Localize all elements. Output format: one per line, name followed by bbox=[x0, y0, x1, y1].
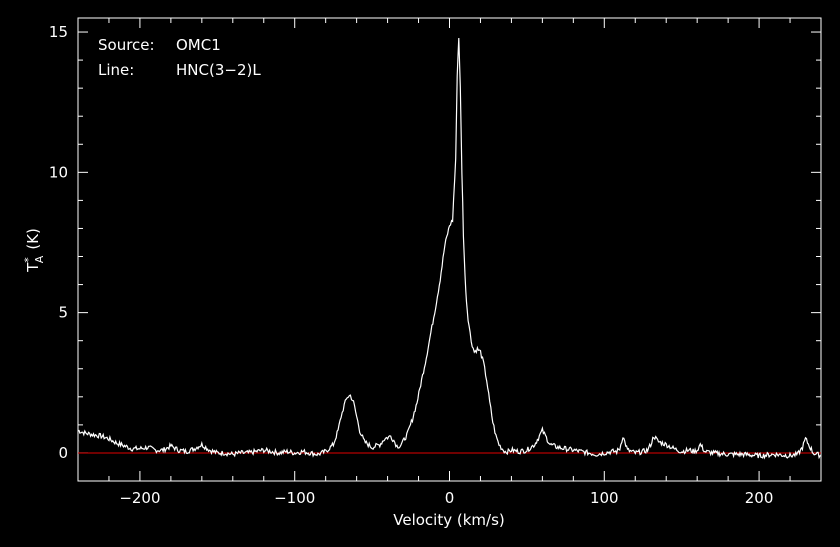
y-axis-label: T*A (K) bbox=[22, 228, 46, 273]
y-tick-label: 10 bbox=[49, 163, 68, 181]
x-tick-label: 0 bbox=[445, 489, 455, 507]
y-axis-label-sup: * bbox=[22, 257, 35, 263]
x-axis-ticks: −200 −100 0 100 200 bbox=[77, 18, 822, 507]
source-value: OMC1 bbox=[176, 36, 221, 54]
svg-text:T*A(K): T*A (K) bbox=[22, 228, 46, 273]
y-tick-label: 0 bbox=[58, 444, 68, 462]
y-axis-label-main: T bbox=[24, 262, 42, 273]
x-tick-label: −200 bbox=[119, 489, 160, 507]
plot-frame bbox=[77, 17, 822, 482]
y-axis-label-sub: A bbox=[33, 255, 46, 263]
y-tick-label: 15 bbox=[49, 23, 68, 41]
y-axis-label-unit: (K) bbox=[24, 228, 42, 250]
y-tick-label: 5 bbox=[58, 304, 68, 322]
x-tick-label: 200 bbox=[745, 489, 774, 507]
x-axis-label: Velocity (km/s) bbox=[393, 511, 504, 529]
spectrum-line bbox=[78, 37, 822, 460]
x-tick-label: 100 bbox=[590, 489, 619, 507]
line-label: Line: bbox=[98, 61, 134, 79]
y-axis-ticks: 0 5 10 15 bbox=[49, 23, 821, 482]
line-value: HNC(3−2)L bbox=[176, 61, 261, 79]
x-tick-label: −100 bbox=[274, 489, 315, 507]
source-label: Source: bbox=[98, 36, 155, 54]
